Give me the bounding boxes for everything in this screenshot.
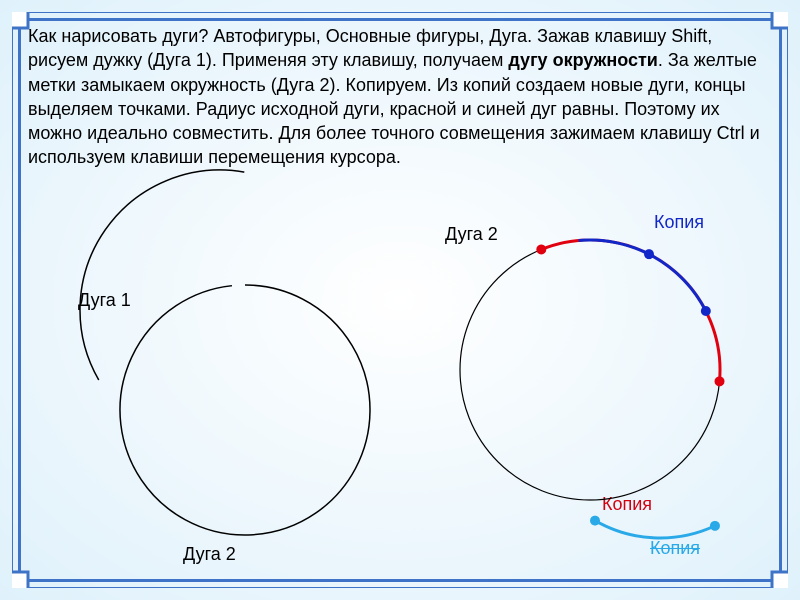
blue-arc-copy (579, 240, 706, 311)
diagram-svg (0, 0, 800, 600)
endpoint-dot (715, 376, 725, 386)
cyan-arc-copy (595, 521, 715, 538)
arc-2-left (120, 285, 370, 535)
endpoint-dot (701, 306, 711, 316)
endpoint-dot (710, 521, 720, 531)
red-arc-copy (541, 240, 720, 381)
endpoint-dot (644, 249, 654, 259)
endpoint-dot (536, 244, 546, 254)
arc-1 (80, 170, 244, 380)
endpoint-dot (590, 516, 600, 526)
